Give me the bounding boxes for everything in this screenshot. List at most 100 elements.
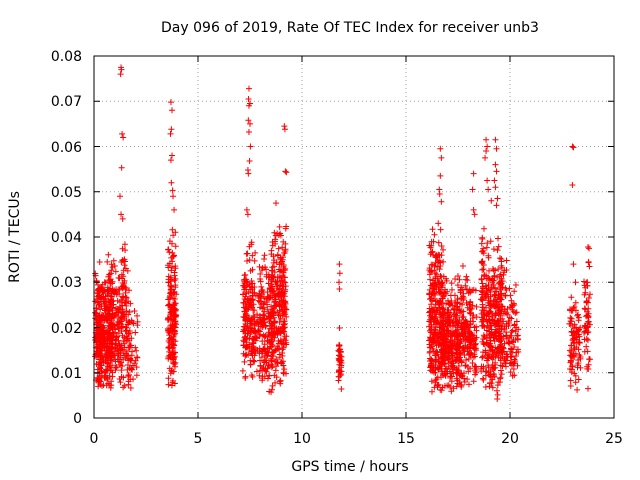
data-point: [253, 334, 260, 341]
data-point: [455, 320, 462, 327]
data-point: [116, 303, 123, 310]
data-point: [268, 357, 275, 364]
y-tick-label: 0.01: [51, 366, 82, 382]
data-point: [171, 301, 178, 308]
data-point: [448, 373, 455, 380]
data-point: [105, 251, 112, 258]
data-point: [455, 362, 462, 369]
data-point: [461, 375, 468, 382]
data-point: [435, 239, 442, 246]
data-point: [503, 357, 510, 364]
data-point: [247, 120, 253, 127]
data-point: [438, 280, 445, 287]
data-point: [125, 372, 132, 379]
data-point: [251, 289, 258, 296]
data-point: [503, 333, 510, 340]
data-point: [574, 386, 581, 393]
data-point: [429, 290, 436, 297]
data-point: [260, 364, 267, 371]
data-point: [446, 301, 453, 308]
data-point: [128, 317, 135, 324]
data-point: [125, 373, 132, 380]
data-point: [439, 328, 446, 335]
data-point: [128, 335, 135, 342]
data-point: [167, 99, 174, 106]
y-tick-label: 0.07: [51, 94, 82, 110]
data-point: [464, 304, 471, 311]
data-point: [252, 249, 259, 256]
data-point: [126, 364, 133, 371]
data-point: [119, 245, 126, 252]
data-point: [280, 318, 287, 325]
data-point: [278, 260, 285, 267]
data-point: [165, 338, 172, 345]
data-point: [506, 285, 513, 292]
data-point: [276, 312, 283, 319]
data-point: [244, 211, 251, 218]
data-point: [441, 344, 448, 351]
data-point: [472, 341, 479, 348]
data-point: [106, 271, 113, 278]
data-point: [490, 370, 497, 377]
data-point: [442, 360, 449, 367]
data-point: [469, 332, 476, 339]
data-point: [454, 282, 461, 289]
data-point: [482, 154, 489, 161]
data-point: [251, 347, 258, 354]
data-point: [481, 333, 488, 340]
data-point: [173, 311, 180, 318]
data-point: [566, 306, 573, 313]
data-point: [120, 384, 127, 391]
data-point: [458, 382, 465, 389]
data-point: [109, 351, 116, 358]
data-point: [496, 272, 503, 279]
data-point: [264, 306, 271, 313]
data-point: [243, 311, 250, 318]
data-point: [170, 359, 177, 366]
data-point: [119, 215, 126, 222]
data-point: [172, 318, 179, 325]
data-point: [487, 298, 494, 305]
data-point: [575, 376, 582, 383]
data-point: [482, 372, 489, 379]
data-point: [246, 283, 253, 290]
data-point: [259, 347, 266, 354]
data-point: [171, 269, 178, 276]
data-point: [492, 312, 499, 319]
x-tick-label: 5: [194, 431, 203, 447]
data-point: [133, 372, 140, 379]
data-point: [483, 148, 490, 155]
data-point: [109, 362, 116, 369]
data-point: [488, 197, 495, 204]
data-point: [94, 366, 101, 373]
data-point: [482, 294, 489, 301]
data-point: [586, 356, 593, 363]
data-point: [172, 284, 179, 291]
data-point: [272, 236, 279, 243]
data-point: [121, 334, 128, 341]
data-point: [113, 286, 120, 293]
data-point: [242, 333, 249, 340]
data-point: [120, 257, 127, 264]
data-point: [128, 342, 135, 349]
data-point: [282, 168, 289, 175]
data-point: [447, 292, 454, 299]
data-point: [114, 321, 121, 328]
data-point: [431, 262, 438, 269]
data-point: [432, 301, 439, 308]
data-point: [283, 313, 290, 320]
data-point: [585, 310, 592, 317]
data-point: [240, 342, 247, 349]
data-point: [428, 314, 435, 321]
data-point: [449, 362, 456, 369]
y-tick-labels: 0 0.01 0.02 0.03 0.04 0.05 0.06 0.07 0.0…: [51, 49, 82, 427]
data-point: [269, 353, 276, 360]
data-point: [124, 337, 131, 344]
data-point: [245, 129, 252, 136]
data-point: [253, 368, 260, 375]
data-point: [488, 380, 495, 387]
data-point: [336, 356, 343, 363]
data-point: [479, 234, 486, 241]
data-point: [433, 307, 440, 314]
data-point: [260, 312, 267, 319]
